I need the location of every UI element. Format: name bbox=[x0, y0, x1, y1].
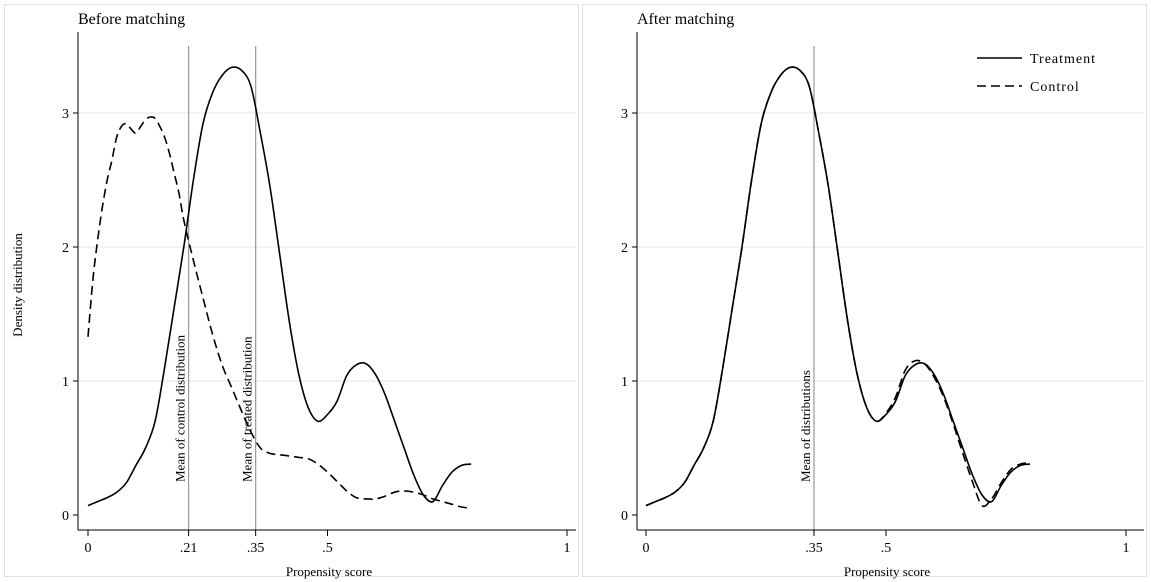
reference-line-label: Mean of distributions bbox=[798, 370, 813, 482]
y-tick-label: 1 bbox=[621, 375, 628, 390]
x-tick-label: 0 bbox=[85, 541, 92, 556]
y-tick-label: 2 bbox=[621, 241, 628, 256]
y-tick-label: 3 bbox=[62, 107, 69, 122]
x-tick-label: .5 bbox=[881, 541, 892, 556]
x-tick-label: .21 bbox=[180, 541, 198, 556]
y-tick-label: 0 bbox=[621, 509, 628, 524]
grid-lines bbox=[78, 112, 576, 382]
reference-line-label: Mean of treated distribution bbox=[240, 336, 255, 482]
x-tick-label: .5 bbox=[322, 541, 333, 556]
panel-title: After matching bbox=[637, 11, 734, 28]
grid-lines bbox=[637, 112, 1144, 382]
panel-before-matching: Before matching Mean of control distribu… bbox=[62, 11, 576, 579]
series-layer bbox=[87, 66, 472, 510]
x-tick-label: .35 bbox=[805, 541, 823, 556]
series-control-line bbox=[87, 116, 472, 510]
y-tick-label: 0 bbox=[62, 509, 69, 524]
x-tick-label: .35 bbox=[247, 541, 265, 556]
series-treatment-line bbox=[645, 66, 1031, 507]
series-layer bbox=[645, 66, 1031, 508]
reference-line-label: Mean of control distribution bbox=[173, 335, 188, 482]
panel-frame-after bbox=[582, 4, 1147, 577]
reference-lines: Mean of control distribution Mean of trea… bbox=[173, 46, 257, 530]
x-axis-label: Propensity score bbox=[844, 564, 931, 579]
x-tick-label: 0 bbox=[643, 541, 650, 556]
x-axis-label: Propensity score bbox=[286, 564, 373, 579]
x-tick-label: 1 bbox=[564, 541, 571, 556]
y-tick-label: 2 bbox=[62, 241, 69, 256]
y-axis-label: Density distribution bbox=[10, 233, 25, 337]
reference-lines: Mean of distributions bbox=[798, 46, 815, 530]
axes: 0 1 2 3 0 .21 .35 .5 1 bbox=[62, 32, 576, 556]
panel-frame-before bbox=[4, 4, 579, 577]
x-tick-label: 1 bbox=[1123, 541, 1130, 556]
y-tick-label: 1 bbox=[62, 375, 69, 390]
panel-title: Before matching bbox=[78, 11, 185, 28]
legend: Treatment Control bbox=[977, 52, 1096, 95]
series-control-line bbox=[645, 66, 1031, 508]
legend-treatment-label: Treatment bbox=[1030, 52, 1096, 67]
legend-control-label: Control bbox=[1030, 80, 1080, 95]
series-treatment-line bbox=[87, 66, 472, 507]
panel-after-matching: After matching Mean of distributions 0 1 2… bbox=[621, 11, 1144, 579]
axes: 0 1 2 3 0 .35 .5 1 bbox=[621, 32, 1144, 556]
y-tick-label: 3 bbox=[621, 107, 628, 122]
